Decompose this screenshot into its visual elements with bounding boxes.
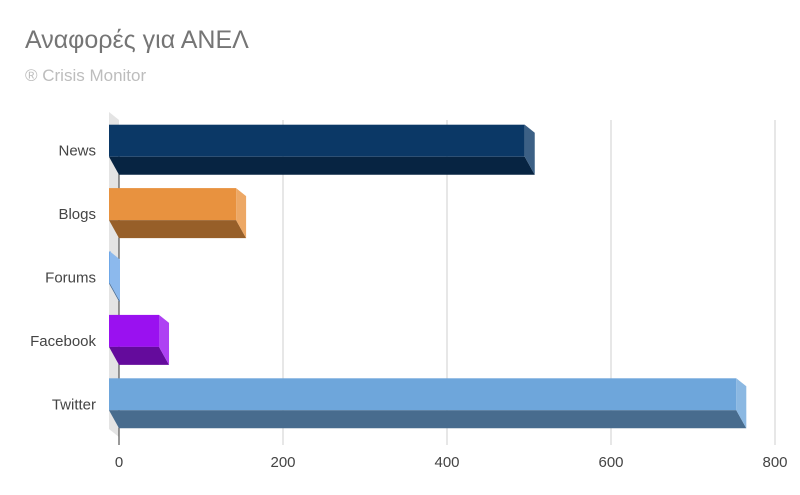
tick-label: 400 (434, 454, 459, 471)
bar-front (109, 378, 737, 411)
tick-labels: 0 200 400 600 800 (115, 454, 788, 471)
bar-front (109, 124, 525, 157)
bar-forums (109, 251, 120, 302)
category-label: Blogs (58, 206, 96, 223)
bar-front (109, 188, 237, 221)
bar-end (159, 314, 170, 365)
category-label: News (58, 143, 96, 160)
category-label: Twitter (52, 396, 96, 413)
bar-news (109, 124, 535, 175)
bar-bottom (109, 156, 535, 175)
bar-blogs (109, 188, 247, 239)
category-label: Facebook (30, 333, 96, 350)
bar-end (110, 251, 120, 302)
tick-label: 600 (598, 454, 623, 471)
category-labels: News Blogs Forums Facebook Twitter (30, 143, 96, 414)
chart-subtitle: ® Crisis Monitor (25, 66, 147, 85)
bar-facebook (109, 314, 170, 365)
tick-label: 800 (762, 454, 787, 471)
bar-twitter (109, 378, 747, 429)
bar-bottom (109, 220, 247, 239)
bar-end (736, 378, 747, 429)
tick-label: 0 (115, 454, 123, 471)
bars (109, 124, 747, 429)
bar-bottom (109, 410, 747, 429)
bar-bottom (109, 283, 120, 302)
tick-label: 200 (270, 454, 295, 471)
bar-end (236, 188, 247, 239)
bar-front (109, 314, 160, 347)
category-label: Forums (45, 270, 96, 287)
bar-end (524, 124, 535, 175)
bar-bottom (109, 346, 170, 365)
chart-title: Αναφορές για ΑΝΕΛ (25, 26, 249, 54)
